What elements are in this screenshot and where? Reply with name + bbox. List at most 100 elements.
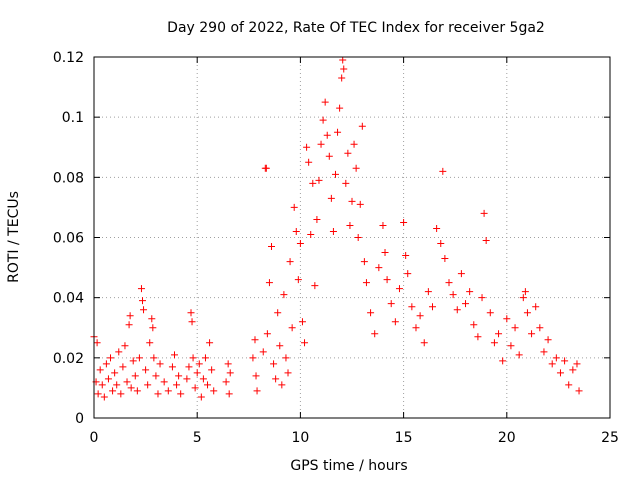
data-point — [334, 128, 342, 136]
data-point — [148, 315, 156, 323]
data-point — [191, 384, 199, 392]
data-point — [339, 56, 347, 64]
data-point — [573, 360, 581, 368]
data-point — [129, 357, 137, 365]
y-tick-label: 0.04 — [53, 291, 84, 307]
data-point — [507, 342, 515, 350]
data-point — [490, 339, 498, 347]
data-point — [96, 366, 104, 374]
data-point — [561, 357, 569, 365]
data-point — [457, 270, 465, 278]
x-tick-label: 10 — [291, 430, 309, 446]
data-point — [486, 309, 494, 317]
data-point — [352, 164, 360, 172]
data-point — [367, 309, 375, 317]
data-point — [319, 116, 327, 124]
data-point — [437, 240, 445, 248]
data-point — [338, 74, 346, 82]
data-point — [175, 372, 183, 380]
data-point — [544, 336, 552, 344]
data-point — [321, 98, 329, 106]
data-point — [395, 285, 403, 293]
data-point — [313, 215, 321, 223]
data-point — [253, 387, 261, 395]
y-tick-label: 0 — [75, 411, 84, 427]
chart-title: Day 290 of 2022, Rate Of TEC Index for r… — [167, 20, 545, 36]
data-point — [416, 312, 424, 320]
data-point — [199, 375, 207, 383]
data-point — [195, 360, 203, 368]
data-point — [173, 381, 181, 389]
data-point — [340, 65, 348, 73]
data-point — [402, 252, 410, 260]
data-point — [154, 390, 162, 398]
data-point — [183, 375, 191, 383]
data-point — [311, 282, 319, 290]
data-point — [100, 393, 108, 401]
data-point — [327, 194, 335, 202]
data-point — [133, 387, 141, 395]
data-point — [528, 330, 536, 338]
x-axis-label: GPS time / hours — [290, 458, 407, 474]
data-point — [470, 321, 478, 329]
data-point — [251, 336, 259, 344]
data-point — [292, 227, 300, 235]
data-point — [519, 294, 527, 302]
x-tick-label: 25 — [601, 430, 619, 446]
data-point — [131, 372, 139, 380]
data-point — [391, 318, 399, 326]
data-point — [201, 354, 209, 362]
data-point — [123, 378, 131, 386]
data-point — [344, 149, 352, 157]
data-point — [356, 200, 364, 208]
x-tick-label: 0 — [90, 430, 99, 446]
x-tick-label: 15 — [395, 430, 413, 446]
data-points — [90, 56, 583, 401]
data-point — [263, 330, 271, 338]
data-point — [499, 357, 507, 365]
data-point — [371, 330, 379, 338]
data-point — [362, 279, 370, 287]
data-point — [117, 390, 125, 398]
data-point — [286, 258, 294, 266]
data-point — [305, 158, 313, 166]
plot-frame — [93, 56, 611, 419]
data-point — [262, 164, 270, 172]
data-point — [408, 303, 416, 311]
data-point — [331, 170, 339, 178]
data-point — [93, 339, 101, 347]
data-point — [449, 291, 457, 299]
data-point — [270, 360, 278, 368]
data-point — [294, 276, 302, 284]
data-point — [177, 390, 185, 398]
data-point — [280, 291, 288, 299]
data-point — [358, 122, 366, 130]
data-point — [424, 288, 432, 296]
data-point — [360, 258, 368, 266]
data-point — [474, 333, 482, 341]
data-point — [156, 360, 164, 368]
data-point — [466, 288, 474, 296]
data-point — [164, 387, 172, 395]
data-point — [170, 351, 178, 359]
data-point — [307, 230, 315, 238]
data-point — [309, 179, 317, 187]
data-point — [383, 276, 391, 284]
data-point — [272, 375, 280, 383]
data-point — [523, 309, 531, 317]
data-point — [98, 381, 106, 389]
data-point — [453, 306, 461, 314]
data-point — [94, 390, 102, 398]
data-point — [140, 306, 148, 314]
data-point — [127, 384, 135, 392]
data-point — [282, 354, 290, 362]
data-point — [126, 312, 134, 320]
data-point — [433, 224, 441, 232]
data-point — [225, 390, 233, 398]
data-point — [125, 321, 133, 329]
axis-ticks: 0 5 10 15 20 25 0 0.02 0.04 0.06 0.08 0.1 0.12 — [53, 50, 619, 446]
data-point — [197, 393, 205, 401]
data-point — [296, 240, 304, 248]
data-point — [146, 339, 154, 347]
data-point — [152, 372, 160, 380]
